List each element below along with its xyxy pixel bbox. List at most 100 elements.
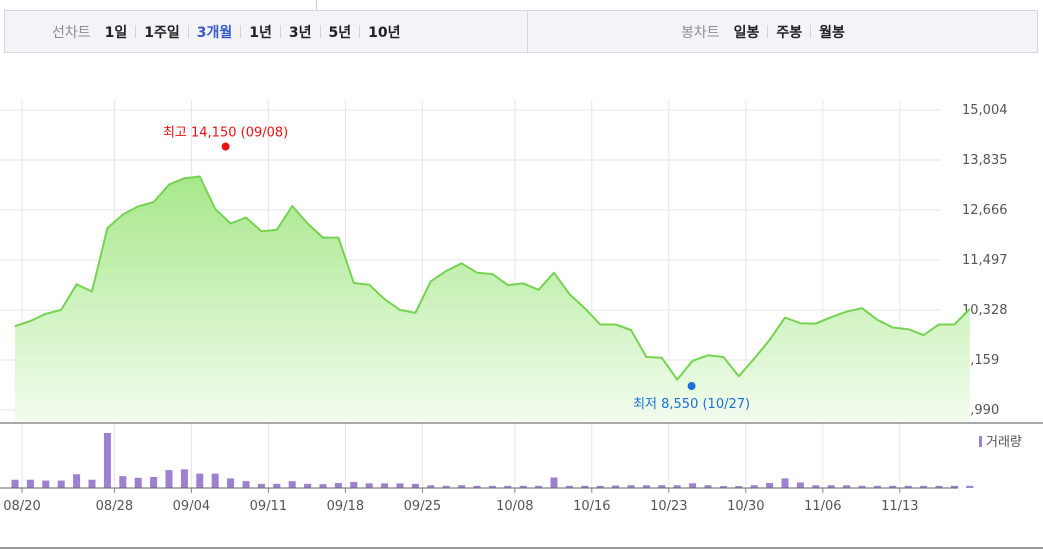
period-tab[interactable]: 3년 [288, 24, 312, 41]
price-point [538, 289, 540, 291]
tab-separator [279, 25, 281, 38]
volume-bar [42, 480, 50, 488]
volume-bar [88, 479, 96, 488]
price-point [938, 323, 940, 326]
volume-legend-swatch [979, 436, 982, 447]
period-tab[interactable]: 5년 [328, 24, 352, 41]
volume-bar [165, 470, 173, 488]
price-point [661, 357, 663, 359]
y-tick-label: 9,159 [962, 353, 999, 368]
price-point [153, 201, 155, 203]
y-tick-label: 15,004 [962, 103, 1008, 118]
candle-tab-monthly[interactable]: 월봉 [819, 24, 845, 41]
volume-bar [73, 474, 81, 488]
price-point [784, 317, 786, 319]
volume-bar [211, 473, 219, 488]
volume-bar [781, 478, 789, 488]
price-point [815, 323, 817, 325]
price-point [522, 282, 524, 284]
price-point [307, 222, 309, 225]
price-point [692, 360, 694, 362]
price-point [260, 230, 262, 232]
tab-separator [359, 25, 361, 38]
volume-bar [103, 433, 111, 488]
price-point [214, 208, 216, 210]
price-point [738, 375, 740, 377]
volume-bar [350, 481, 358, 488]
price-point [491, 273, 493, 275]
volume-bar [735, 486, 743, 488]
price-point [76, 283, 78, 285]
price-point [399, 309, 401, 311]
price-point [14, 325, 16, 327]
candle-chart-period-group: 봉차트 일봉 주봉 월봉 [681, 11, 845, 52]
price-point [430, 280, 432, 282]
period-tab[interactable]: 1주일 [144, 24, 180, 41]
period-tab[interactable]: 10년 [368, 24, 401, 41]
tab-bar-divider [527, 10, 528, 53]
period-tab-active[interactable]: 3개월 [196, 24, 233, 41]
volume-bar [581, 485, 589, 488]
volume-bar [673, 485, 681, 488]
volume-bar [196, 473, 204, 488]
x-tick-label: 10/16 [573, 499, 610, 514]
x-tick-label: 10/30 [727, 499, 764, 514]
price-point [45, 313, 47, 315]
volume-bar [843, 485, 851, 488]
volume-bar [458, 485, 466, 488]
price-point [122, 213, 124, 216]
price-point [183, 177, 185, 179]
volume-bar [920, 485, 928, 488]
x-tick-label: 10/23 [650, 499, 687, 514]
top-edge [0, 0, 1043, 10]
volume-bar [227, 478, 235, 488]
volume-bar [273, 483, 281, 488]
volume-bar [873, 485, 881, 488]
volume-bar [504, 485, 512, 488]
price-point [753, 358, 755, 360]
volume-bar [11, 479, 19, 488]
price-point [29, 320, 31, 322]
candle-tab-weekly[interactable]: 주봉 [776, 24, 803, 41]
volume-bar [134, 477, 142, 488]
x-tick-label: 11/13 [881, 499, 918, 514]
price-point [368, 284, 370, 286]
volume-bar [689, 483, 697, 488]
volume-bar [766, 483, 774, 488]
price-point [291, 205, 293, 207]
price-point [969, 308, 971, 310]
period-tab[interactable]: 1일 [104, 24, 128, 41]
price-point [707, 354, 709, 356]
x-tick-label: 08/20 [3, 499, 40, 514]
tab-separator [187, 25, 189, 38]
price-point [507, 284, 509, 286]
volume-bar [565, 485, 573, 488]
volume-bar [966, 485, 974, 488]
x-tick-label: 11/06 [804, 499, 841, 514]
price-point [276, 229, 278, 231]
volume-bar [57, 480, 65, 488]
low-price-label: 최저 8,550 (10/27) [633, 397, 750, 412]
x-tick-label: 09/18 [327, 499, 364, 514]
volume-bar [26, 479, 34, 488]
price-point [830, 316, 832, 318]
volume-bar [304, 483, 312, 488]
x-tick-label: 08/28 [96, 499, 133, 514]
volume-bar [535, 485, 543, 488]
volume-bar [812, 485, 820, 488]
volume-bar [596, 485, 604, 488]
volume-bar [719, 486, 727, 488]
volume-bar [150, 477, 158, 488]
line-chart-label: 선차트 [52, 24, 91, 41]
period-tab[interactable]: 1년 [249, 24, 272, 41]
volume-bar [950, 485, 958, 488]
volume-bar [796, 482, 804, 488]
price-point [461, 262, 463, 264]
volume-bar [180, 469, 188, 488]
price-point [953, 323, 956, 326]
candle-tab-daily[interactable]: 일봉 [733, 24, 760, 41]
price-area-fill [15, 176, 970, 422]
high-price-label: 최고 14,150 (09/08) [163, 126, 288, 141]
volume-bar [488, 485, 496, 488]
volume-bar [519, 485, 527, 488]
